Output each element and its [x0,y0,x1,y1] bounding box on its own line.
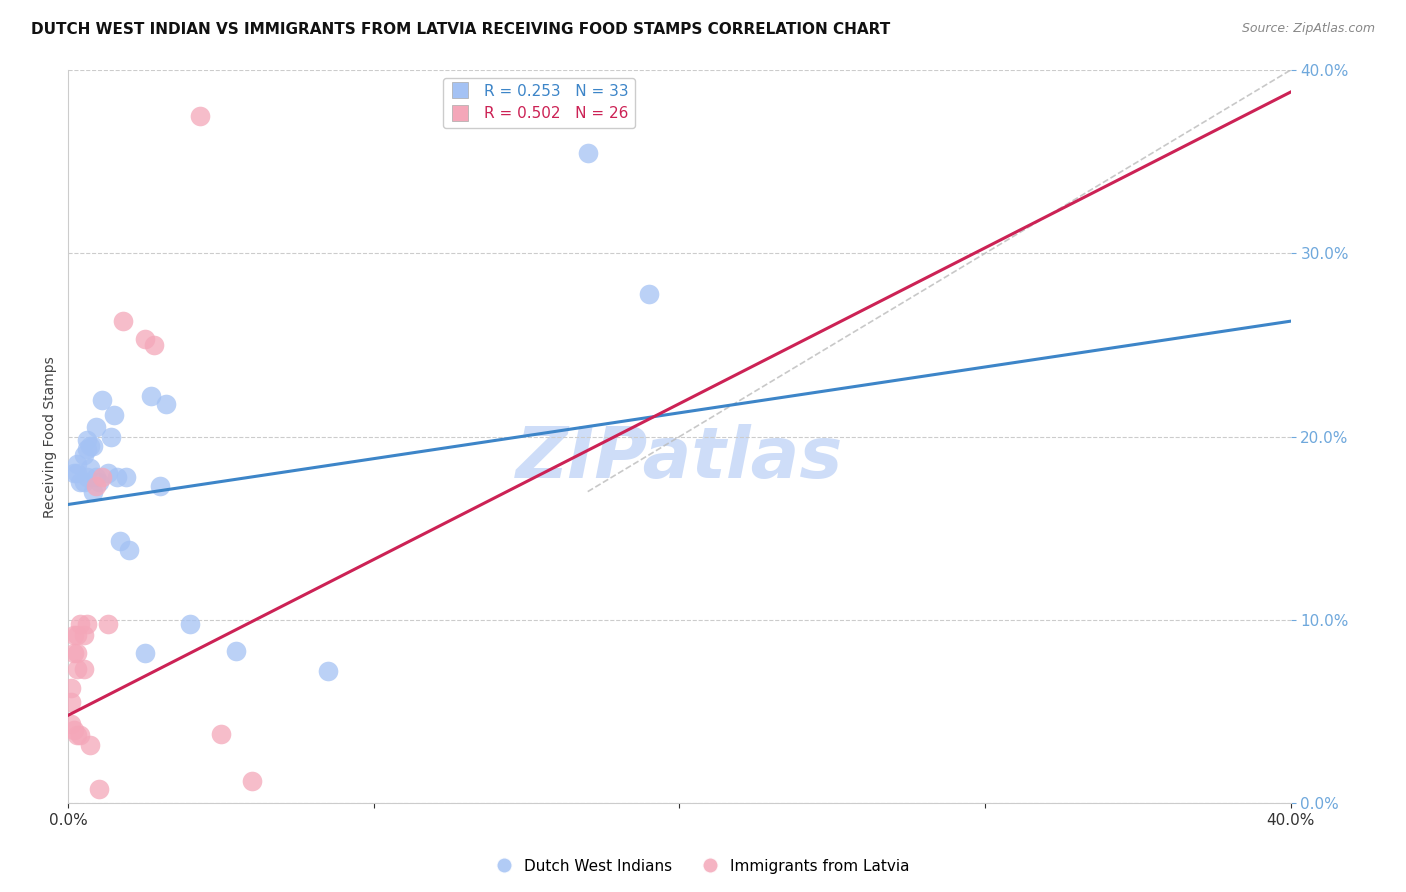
Y-axis label: Receiving Food Stamps: Receiving Food Stamps [44,356,58,517]
Text: DUTCH WEST INDIAN VS IMMIGRANTS FROM LATVIA RECEIVING FOOD STAMPS CORRELATION CH: DUTCH WEST INDIAN VS IMMIGRANTS FROM LAT… [31,22,890,37]
Point [63,723,86,737]
Point [90,392,112,407]
Legend: Dutch West Indians, Immigrants from Latvia: Dutch West Indians, Immigrants from Latv… [491,853,915,880]
Point [84,470,107,484]
Point [76,470,98,484]
Point [100,430,122,444]
Point [637,286,659,301]
Point [66,627,89,641]
Point [97,616,120,631]
Point [69,475,91,490]
Point [142,338,165,352]
Point [90,470,112,484]
Point [63,627,86,641]
Point [209,726,232,740]
Point [69,616,91,631]
Point [66,646,89,660]
Point [66,662,89,676]
Point [72,627,94,641]
Point [84,479,107,493]
Point [139,389,162,403]
Point [112,314,135,328]
Point [66,457,89,471]
Point [79,460,101,475]
Point [149,479,172,493]
Point [188,109,211,123]
Point [72,662,94,676]
Point [115,470,138,484]
Point [63,646,86,660]
Point [66,467,89,481]
Point [60,717,83,731]
Point [79,738,101,752]
Point [316,665,339,679]
Point [179,616,201,631]
Point [63,467,86,481]
Text: ZIPatlas: ZIPatlas [516,424,844,493]
Point [72,475,94,490]
Point [134,333,156,347]
Point [60,681,83,695]
Point [66,728,89,742]
Point [576,145,599,160]
Point [82,439,104,453]
Point [79,439,101,453]
Point [87,475,110,490]
Legend: R = 0.253   N = 33, R = 0.502   N = 26: R = 0.253 N = 33, R = 0.502 N = 26 [443,78,634,128]
Point [76,434,98,448]
Point [155,397,177,411]
Point [118,543,141,558]
Point [97,467,120,481]
Point [87,781,110,796]
Point [60,695,83,709]
Point [134,646,156,660]
Point [76,616,98,631]
Point [240,774,263,789]
Point [225,644,247,658]
Point [76,442,98,457]
Point [72,448,94,462]
Point [105,470,128,484]
Text: Source: ZipAtlas.com: Source: ZipAtlas.com [1241,22,1375,36]
Point [82,484,104,499]
Point [103,408,125,422]
Point [84,420,107,434]
Point [69,728,91,742]
Point [108,534,131,549]
